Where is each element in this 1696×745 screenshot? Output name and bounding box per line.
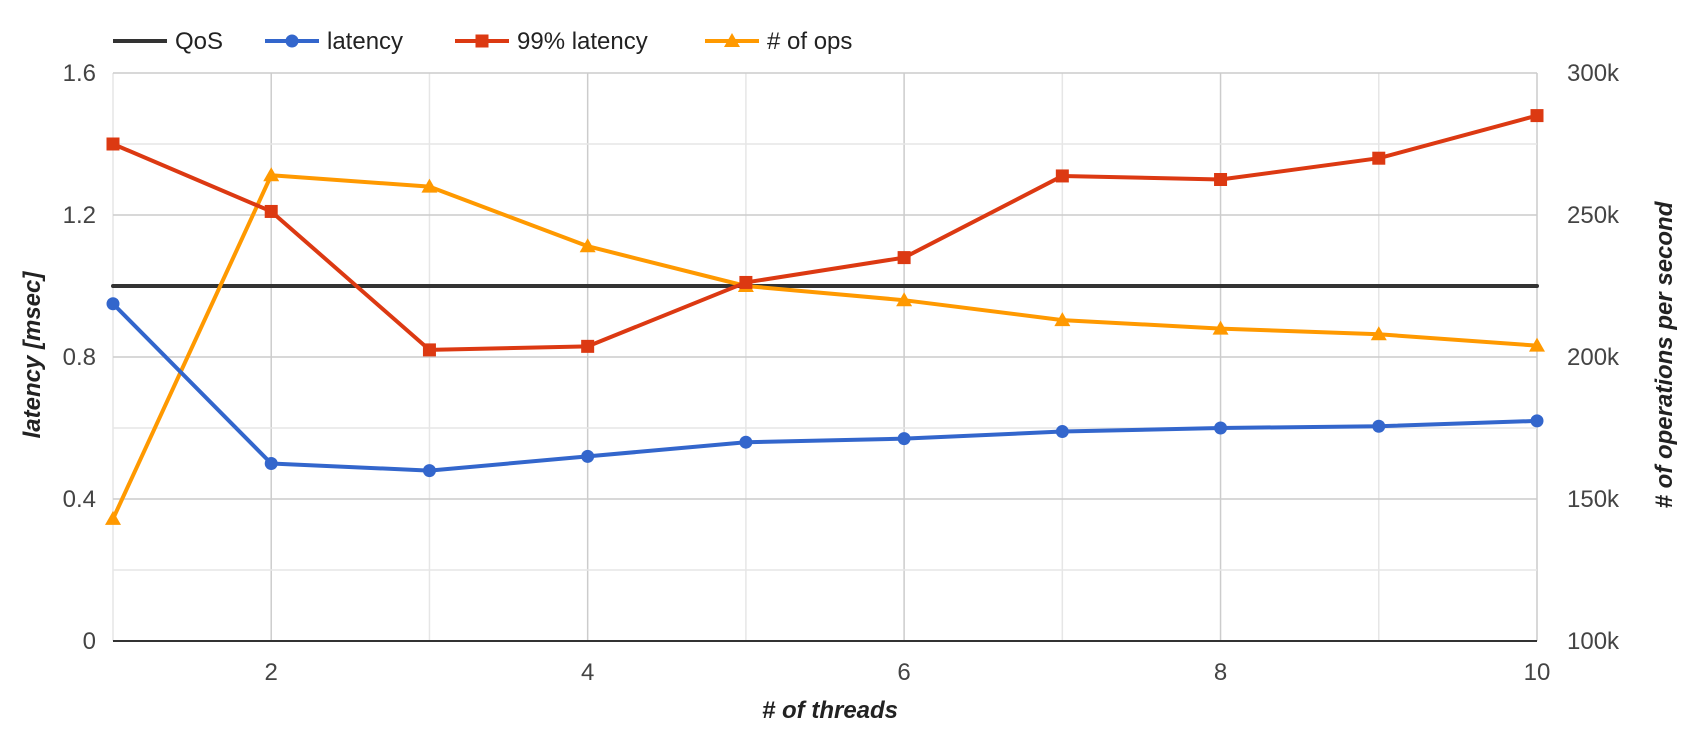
legend-item: 99% latency (455, 28, 648, 55)
y-right-tick-label: 300k (1567, 60, 1620, 87)
legend-label: latency (327, 28, 403, 55)
data-point-square (1530, 109, 1544, 123)
data-point-triangle (421, 178, 438, 193)
y-left-tick-label: 1.2 (63, 202, 96, 229)
data-point-square (1055, 169, 1069, 183)
x-axis-title: # of threads (762, 697, 898, 724)
data-point-circle (1372, 419, 1386, 433)
series-line (111, 113, 1539, 352)
x-tick-label: 10 (1524, 659, 1551, 686)
data-point-square (581, 339, 595, 353)
y-right-tick-label: 100k (1567, 628, 1620, 655)
y-right-tick-label: 150k (1567, 486, 1620, 513)
data-point-circle (739, 435, 753, 449)
grid-layer (112, 72, 1538, 641)
series-latency (106, 297, 1544, 478)
y-right-tick-label: 200k (1567, 344, 1620, 371)
legend-label: 99% latency (517, 28, 648, 55)
legend-label: # of ops (767, 28, 852, 55)
legend-item: latency (265, 28, 403, 55)
data-point-circle (1530, 414, 1544, 428)
data-point-triangle (1370, 326, 1387, 341)
data-point-triangle (579, 238, 596, 253)
y-left-tick-label: 0.8 (63, 344, 96, 371)
data-point-triangle (1212, 320, 1229, 335)
data-point-triangle (1054, 312, 1071, 327)
data-point-circle (897, 432, 911, 446)
series-line (111, 173, 1539, 521)
legend-item: QoS (113, 28, 223, 55)
y-left-tick-label: 1.6 (63, 60, 96, 87)
data-point-circle (1214, 421, 1228, 435)
data-point-square (106, 137, 120, 151)
data-point-triangle (896, 292, 913, 307)
data-point-circle (106, 297, 120, 311)
x-tick-label: 8 (1214, 659, 1227, 686)
data-point-square (1372, 151, 1386, 165)
legend-item: # of ops (705, 28, 852, 55)
series-layer (105, 109, 1545, 525)
series-99-latency (106, 109, 1544, 357)
data-point-triangle (1529, 337, 1545, 352)
data-point-triangle (724, 33, 740, 47)
data-point-circle (581, 449, 595, 463)
data-point-circle (285, 34, 299, 48)
series-of-ops (105, 167, 1545, 525)
y-right-tick-label: 250k (1567, 202, 1620, 229)
series-line (111, 301, 1539, 473)
data-point-square (264, 204, 278, 218)
data-point-circle (264, 457, 278, 470)
data-point-square (739, 275, 753, 289)
data-point-triangle (105, 510, 121, 525)
data-point-square (475, 34, 489, 48)
x-tick-label: 6 (897, 659, 910, 686)
data-point-square (897, 251, 911, 265)
legend: QoS latency 99% latency # of ops (113, 28, 852, 55)
data-point-circle (422, 464, 436, 478)
data-point-triangle (263, 167, 280, 182)
data-point-circle (1055, 425, 1069, 439)
data-point-square (1214, 173, 1228, 186)
axis-layer: 0 0.4 0.8 1.2 1.6 100k 150k 200k 250k 300k 2 4 6 8 10 (63, 60, 1620, 686)
legend-label: QoS (175, 28, 223, 55)
y-axis-left-title: latency [msec] (19, 271, 46, 439)
y-axis-right-title: # of operations per second (1651, 200, 1678, 508)
y-left-tick-label: 0.4 (63, 486, 96, 513)
y-left-tick-label: 0 (83, 628, 96, 655)
x-tick-label: 4 (581, 659, 594, 686)
x-tick-label: 2 (265, 659, 278, 686)
data-point-square (422, 343, 436, 357)
